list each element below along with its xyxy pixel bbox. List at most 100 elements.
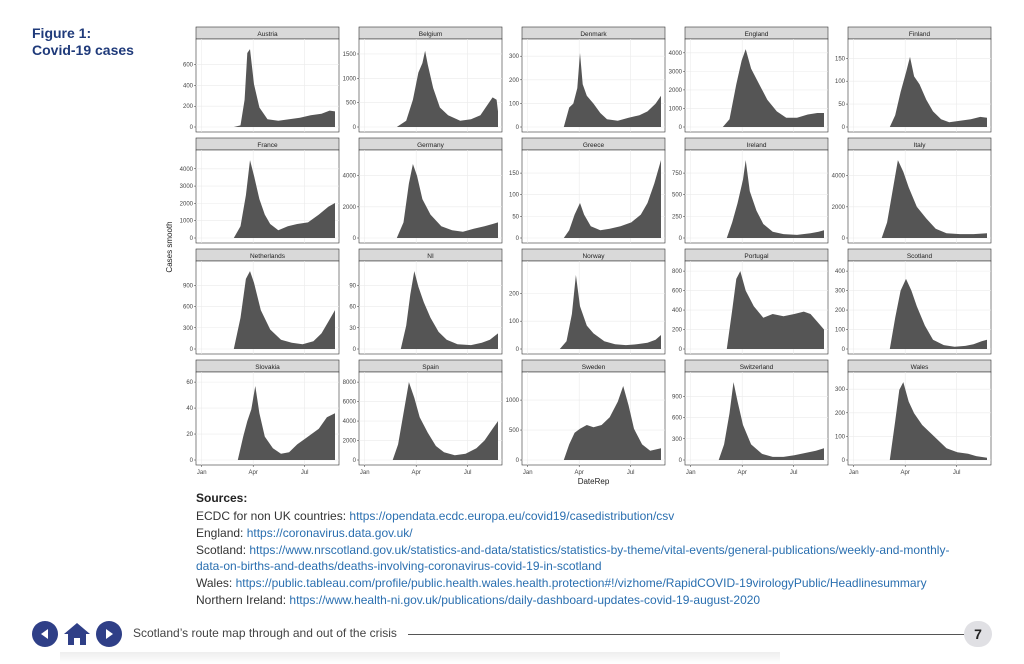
page-footer: Scotland’s route map through and out of … — [0, 618, 1024, 650]
arrow-right-icon — [106, 629, 113, 639]
y-tick-label: 6000 — [343, 400, 357, 406]
y-tick-label: 1000 — [669, 106, 683, 112]
x-tick-label: Jan — [360, 470, 370, 476]
facet-panel-netherlands: Netherlands 0 300 600 900 — [183, 248, 340, 355]
y-tick-label: 3000 — [669, 69, 683, 75]
sources-heading: Sources: — [196, 491, 248, 505]
y-tick-label: 0 — [679, 347, 683, 353]
covid-cases-facet-chart: Austria0200400600Belgium050010001500Denm… — [165, 26, 992, 486]
y-tick-label: 200 — [509, 78, 520, 84]
y-tick-label: 0 — [842, 236, 846, 242]
cases-area — [563, 53, 661, 127]
facet-panel-slovakia: Slovakia 0 20 40 60 Jan Apr Jul — [186, 359, 340, 476]
y-tick-label: 400 — [672, 308, 683, 314]
facet-label: Belgium — [419, 31, 442, 38]
source-label: Wales: — [196, 576, 236, 590]
source-label: ECDC for non UK countries: — [196, 509, 350, 523]
cases-area — [563, 160, 661, 238]
facet-panel-italy: Italy 0 2000 4000 — [832, 137, 992, 244]
cases-area — [889, 278, 987, 349]
facet-label: Finland — [909, 31, 931, 38]
source-link-wales[interactable]: https://public.tableau.com/profile/publi… — [235, 576, 927, 590]
y-tick-label: 600 — [183, 305, 194, 311]
footer-title: Scotland’s route map through and out of … — [133, 626, 397, 640]
y-tick-label: 50 — [838, 102, 845, 108]
facet-panel-sweden: Sweden 0 500 1000 Jan Apr Jul — [506, 359, 666, 476]
x-tick-label: Apr — [412, 470, 421, 476]
home-icon — [64, 623, 90, 645]
facet-panel-france: France 0 1000 2000 3000 4000 — [180, 137, 340, 244]
y-tick-label: 500 — [346, 101, 357, 107]
facet-panel-finland: Finland 0 50 100 150 — [835, 26, 992, 133]
source-link-england[interactable]: https://coronavirus.data.gov.uk/ — [246, 526, 413, 540]
x-tick-label: Apr — [901, 470, 910, 476]
cases-area — [889, 56, 987, 127]
figure-title: Covid-19 cases — [32, 42, 134, 58]
facet-label: Germany — [417, 142, 444, 149]
y-tick-label: 800 — [672, 269, 683, 275]
y-tick-label: 300 — [509, 54, 520, 60]
y-tick-label: 900 — [672, 394, 683, 400]
y-tick-label: 2000 — [669, 88, 683, 94]
source-link-ni[interactable]: https://www.health-ni.gov.uk/publication… — [289, 593, 761, 607]
cases-area — [881, 160, 987, 238]
source-link-scotland[interactable]: https://www.nrscotland.gov.uk/statistics… — [196, 543, 950, 573]
facet-label: Netherlands — [250, 253, 286, 260]
y-tick-label: 0 — [353, 458, 357, 464]
source-line-ni: Northern Ireland: https://www.health-ni.… — [196, 592, 976, 608]
facet-label: England — [745, 31, 769, 38]
y-tick-label: 200 — [672, 328, 683, 334]
y-tick-label: 500 — [509, 428, 520, 434]
y-tick-label: 4000 — [180, 167, 194, 173]
facet-panel-denmark: Denmark 0 100 200 300 — [509, 26, 666, 133]
y-tick-label: 200 — [183, 104, 194, 110]
y-tick-label: 900 — [183, 283, 194, 289]
y-tick-label: 4000 — [343, 419, 357, 425]
y-tick-label: 0 — [190, 236, 194, 242]
facet-panel-germany: Germany 0 2000 4000 — [343, 137, 503, 244]
cases-area — [392, 382, 498, 460]
y-tick-label: 0 — [679, 125, 683, 131]
next-page-button[interactable] — [96, 621, 122, 647]
y-tick-label: 300 — [183, 326, 194, 332]
home-button[interactable] — [62, 621, 92, 647]
y-tick-label: 300 — [672, 437, 683, 443]
y-tick-label: 200 — [835, 411, 846, 417]
y-tick-label: 3000 — [180, 184, 194, 190]
y-tick-label: 200 — [509, 291, 520, 297]
y-tick-label: 0 — [516, 236, 520, 242]
y-tick-label: 1000 — [180, 219, 194, 225]
y-tick-label: 0 — [353, 236, 357, 242]
x-tick-label: Apr — [249, 470, 258, 476]
y-tick-label: 0 — [679, 236, 683, 242]
y-tick-label: 30 — [349, 326, 356, 332]
facet-panel-ireland: Ireland 0 250 500 750 — [672, 137, 829, 244]
previous-page-button[interactable] — [32, 621, 58, 647]
y-tick-label: 100 — [509, 193, 520, 199]
cases-area — [726, 271, 824, 349]
y-tick-label: 400 — [183, 83, 194, 89]
cases-area — [396, 50, 498, 128]
cases-area — [559, 275, 661, 349]
facet-panel-portugal: Portugal 0 200 400 600 800 — [672, 248, 829, 355]
facet-label: Greece — [583, 142, 605, 149]
sources-section: Sources: ECDC for non UK countries: http… — [196, 491, 976, 609]
y-tick-label: 2000 — [343, 439, 357, 445]
y-tick-label: 150 — [835, 56, 846, 62]
y-tick-label: 600 — [672, 416, 683, 422]
y-tick-label: 50 — [512, 214, 519, 220]
cases-area — [722, 49, 824, 127]
page-bottom-shadow — [60, 652, 780, 664]
y-tick-label: 100 — [835, 434, 846, 440]
facet-label: Ireland — [747, 142, 767, 149]
y-tick-label: 200 — [835, 308, 846, 314]
source-link-ecdc[interactable]: https://opendata.ecdc.europa.eu/covid19/… — [349, 509, 675, 523]
x-tick-label: Jan — [197, 470, 207, 476]
source-label: England: — [196, 526, 247, 540]
cases-area — [400, 271, 498, 349]
facet-label: Spain — [422, 364, 439, 371]
facet-panel-spain: Spain 0 2000 4000 6000 8000 Jan Apr Jul — [343, 359, 503, 476]
y-tick-label: 0 — [190, 458, 194, 464]
facet-panel-wales: Wales 0 100 200 300 Jan Apr Jul — [835, 359, 992, 476]
x-tick-label: Jul — [301, 470, 309, 476]
